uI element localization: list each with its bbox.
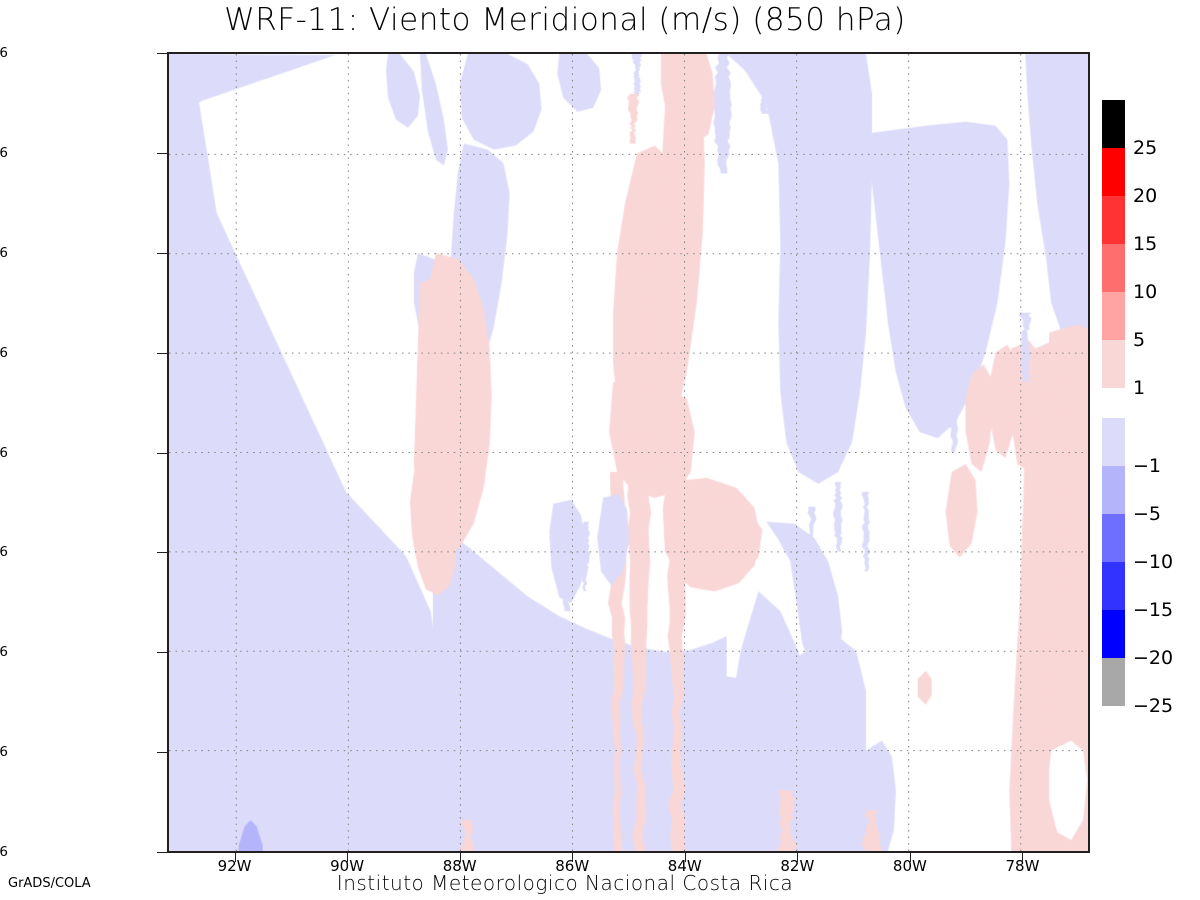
- plot-area: [167, 52, 1090, 853]
- y-tick-label: 18Z16MAR2026: [0, 444, 8, 461]
- colorbar-swatch: [1102, 610, 1125, 658]
- y-tick-mark: [157, 552, 167, 554]
- y-tick-label: 12Z16MAR2026: [0, 244, 8, 261]
- grads-credit: GrADS/COLA: [8, 876, 91, 891]
- institute-credit: Instituto Meteorologico Nacional Costa R…: [336, 871, 794, 895]
- colorbar-swatch: [1102, 562, 1125, 610]
- x-tick-label: 88W: [442, 857, 477, 875]
- colorbar-label: 25: [1133, 137, 1158, 159]
- x-tick-mark: [797, 853, 799, 862]
- colorbar-swatch: [1102, 196, 1125, 244]
- colorbar-swatch: [1102, 340, 1125, 388]
- page-title: WRF-11: Viento Meridional (m/s) (850 hPa…: [224, 2, 906, 38]
- y-tick-mark: [157, 152, 167, 154]
- colorbar-label: 5: [1133, 329, 1146, 351]
- colorbar-label: 10: [1133, 281, 1158, 303]
- colorbar-label: 20: [1133, 185, 1158, 207]
- y-tick-label: 06Z16MAR2026: [0, 45, 8, 61]
- colorbar-swatch: [1102, 148, 1125, 196]
- colorbar-swatch: [1102, 100, 1125, 148]
- colorbar-swatch: [1102, 658, 1125, 706]
- x-tick-label: 90W: [330, 857, 365, 875]
- colorbar-swatch: [1102, 244, 1125, 292]
- y-tick-label: 03Z17MAR2026: [0, 744, 8, 761]
- colorbar-swatch: [1102, 466, 1125, 514]
- x-tick-mark: [347, 853, 349, 862]
- x-tick-mark: [684, 853, 686, 862]
- x-tick-label: 84W: [667, 857, 702, 875]
- x-tick-mark: [909, 853, 911, 862]
- colorbar-label: −10: [1133, 551, 1174, 573]
- y-tick-label: 21Z16MAR2026: [0, 544, 8, 561]
- y-tick-label: 00Z17MAR2026: [0, 644, 8, 661]
- colorbar-label: −15: [1133, 599, 1174, 621]
- y-tick-mark: [157, 352, 167, 354]
- contour-field: [169, 54, 1088, 851]
- x-tick-label: 80W: [892, 857, 927, 875]
- y-tick-mark: [157, 752, 167, 754]
- colorbar-swatch: [1102, 292, 1125, 340]
- y-tick-label: 06Z17MAR2026: [0, 844, 8, 860]
- y-tick-mark: [157, 652, 167, 654]
- colorbar-label: −25: [1133, 695, 1174, 717]
- y-tick-label: 15Z16MAR2026: [0, 344, 8, 361]
- y-tick-mark: [157, 53, 167, 54]
- x-tick-mark: [234, 853, 236, 862]
- colorbar-label: −20: [1133, 647, 1174, 669]
- y-tick-label: 09Z16MAR2026: [0, 144, 8, 161]
- x-tick-mark: [459, 853, 461, 862]
- colorbar-label: 1: [1133, 377, 1146, 399]
- colorbar-swatch: [1102, 514, 1125, 562]
- colorbar-label: 15: [1133, 233, 1158, 255]
- colorbar-label: −5: [1133, 503, 1162, 525]
- x-tick-mark: [1022, 853, 1024, 862]
- x-tick-label: 82W: [780, 857, 815, 875]
- y-tick-mark: [157, 452, 167, 454]
- colorbar-swatch: [1102, 418, 1125, 466]
- y-tick-mark: [157, 852, 167, 853]
- x-tick-label: 92W: [217, 857, 252, 875]
- x-tick-mark: [572, 853, 574, 862]
- x-tick-label: 86W: [555, 857, 590, 875]
- x-tick-label: 78W: [1005, 857, 1040, 875]
- y-tick-mark: [157, 252, 167, 254]
- colorbar-label: −1: [1133, 455, 1162, 477]
